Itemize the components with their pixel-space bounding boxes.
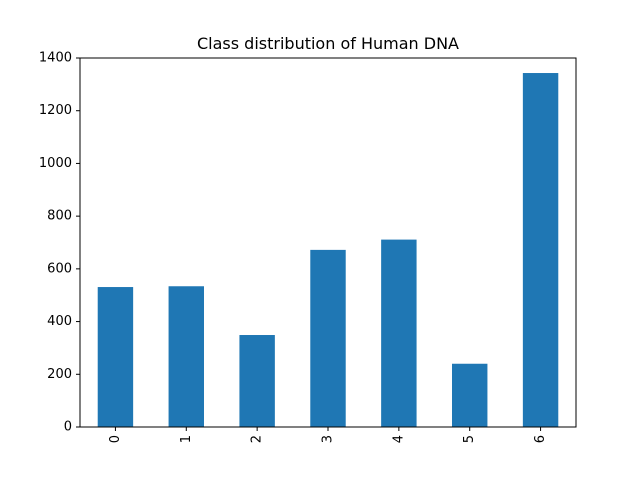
bar-3 <box>310 249 346 427</box>
bar-6 <box>522 73 559 428</box>
x-tick-label: 4 <box>391 435 406 443</box>
x-tick-label: 5 <box>462 435 477 443</box>
bar-0 <box>97 287 134 427</box>
bar-2 <box>239 335 275 427</box>
x-tick-label: 0 <box>108 435 123 443</box>
y-tick-label: 0 <box>64 420 72 435</box>
y-tick-label: 800 <box>47 209 72 224</box>
x-tick-label: 3 <box>321 435 336 443</box>
y-tick-label: 1400 <box>39 51 72 66</box>
x-axis: 0 1 2 3 4 5 6 <box>108 427 548 443</box>
plot-frame <box>79 57 577 428</box>
x-tick-label: 6 <box>533 435 548 443</box>
y-tick-label: 1200 <box>39 103 72 118</box>
bar-5 <box>452 363 488 427</box>
x-tick-label: 1 <box>179 435 194 443</box>
y-tick-label: 1000 <box>39 156 72 171</box>
bar-4 <box>381 239 417 427</box>
bar-1 <box>168 286 204 427</box>
y-tick-label: 600 <box>47 261 72 276</box>
y-axis: 0 200 400 600 800 1000 1200 1400 <box>39 51 80 435</box>
bars-group <box>97 73 559 428</box>
chart-title: Class distribution of Human DNA <box>197 34 459 53</box>
x-tick-label: 2 <box>250 435 265 443</box>
y-tick-label: 400 <box>47 314 72 329</box>
y-tick-label: 200 <box>47 367 72 382</box>
